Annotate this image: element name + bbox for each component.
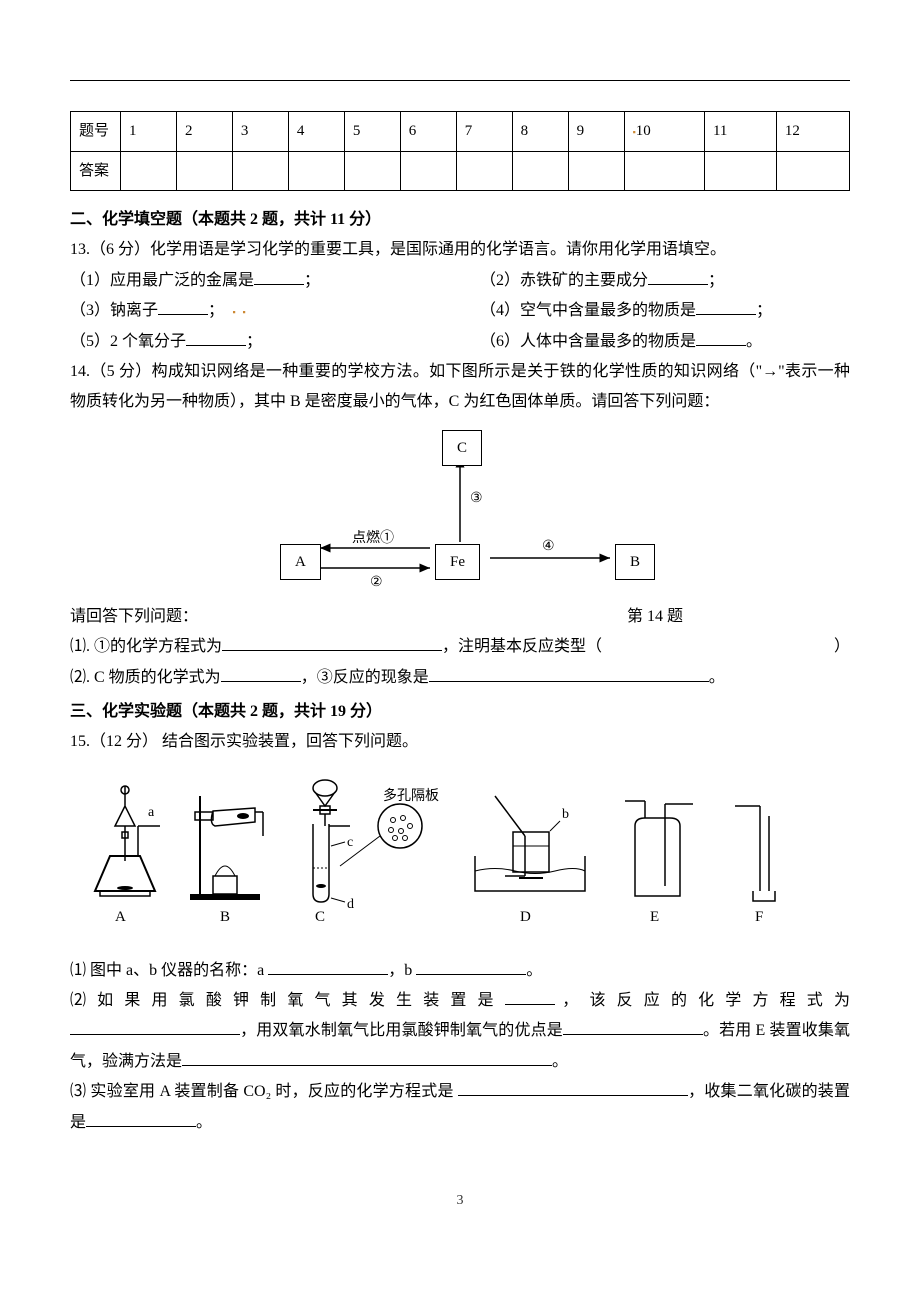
blank [254,269,304,285]
q13-row1: （1）应用最广泛的金属是； （2）赤铁矿的主要成分； [70,266,850,296]
blank [158,299,208,315]
row-label: 答案 [71,151,121,191]
blank [505,989,555,1005]
col-num: 9 [568,112,624,152]
diagram-label-4: ④ [542,534,555,561]
col-num: 8 [512,112,568,152]
q13-p2a: （2）赤铁矿的主要成分 [480,272,648,289]
q15-sub2-line2: ，用双氧水制氧气比用氯酸钾制氧气的优点是。若用 E 装置收集氧气，验满方法是。 [70,1016,850,1077]
diagram-label-1: 点燃① [352,526,394,553]
q14-sub2: ⑵. C 物质的化学式为，③反应的现象是。 [70,663,850,693]
q14-sub1: ⑴. ①的化学方程式为，注明基本反应类型（） [70,632,850,662]
svg-text:D: D [520,909,531,925]
svg-text:A: A [115,909,126,925]
blank [563,1019,703,1035]
col-num: 1 [121,112,177,152]
col-num: 12 [776,112,849,152]
col-num: ▪10 [624,112,704,152]
table-row: 答案 [71,151,850,191]
blank [458,1080,688,1096]
blank [186,330,246,346]
diagram-label-3: ③ [470,486,483,513]
apparatus-svg: a [70,776,830,946]
q13-p3a: （3）钠离子 [70,302,158,319]
answer-grid: 题号 1 2 3 4 5 6 7 8 9 ▪10 11 12 答案 [70,111,850,191]
diagram-box-a: A [280,544,321,581]
col-num: 3 [232,112,288,152]
svg-text:E: E [650,909,659,925]
col-num: 11 [704,112,776,152]
q15-stem: 15.（12 分） 结合图示实验装置，回答下列问题。 [70,727,850,757]
blank [222,635,442,651]
q15-sub1: ⑴ 图中 a、b 仪器的名称：a ，b 。 [70,956,850,986]
blank [696,330,746,346]
blank [182,1050,552,1066]
col-num: 7 [456,112,512,152]
septum-label: 多孔隔板 [383,787,439,804]
svg-text:F: F [755,909,763,925]
svg-text:c: c [347,835,353,850]
q14-caption: 第 14 题 [460,602,850,632]
diagram-box-c: C [442,430,482,467]
section2-heading: 二、化学填空题（本题共 2 题，共计 11 分） [70,205,850,235]
diagram-label-2: ② [370,570,383,597]
svg-text:B: B [220,909,230,925]
q15-sub2-line1: ⑵ 如 果 用 氯 酸 钾 制 氧 气 其 发 生 装 置 是 ， 该 反 应 … [70,986,850,1016]
q13-row3: （5）2 个氧分子； （6）人体中含量最多的物质是。 [70,327,850,357]
svg-text:b: b [562,807,569,822]
svg-text:C: C [315,909,325,925]
q14-after: 请回答下列问题： [70,602,460,632]
svg-text:d: d [347,897,354,912]
label-a: a [148,805,155,820]
q13-p1a: （1）应用最广泛的金属是 [70,272,254,289]
table-row: 题号 1 2 3 4 5 6 7 8 9 ▪10 11 12 [71,112,850,152]
page-number: 3 [70,1188,850,1215]
col-num: 4 [288,112,344,152]
q13-p6a: （6）人体中含量最多的物质是 [480,333,696,350]
blank [268,959,388,975]
header-rule [70,80,850,81]
blank [70,1019,240,1035]
blank [86,1111,196,1127]
row-label: 题号 [71,112,121,152]
blank [648,269,708,285]
diagram-box-fe: Fe [435,544,480,581]
q13-stem: 13.（6 分）化学用语是学习化学的重要工具，是国际通用的化学语言。请你用化学用… [70,235,850,265]
q13-row2: （3）钠离子； ▪ ▪ （4）空气中含量最多的物质是； [70,296,850,326]
diagram-box-b: B [615,544,655,581]
section3-heading: 三、化学实验题（本题共 2 题，共计 19 分） [70,697,850,727]
q14-diagram: A Fe B C 点燃① ② ③ ④ [220,422,700,602]
col-num: 6 [400,112,456,152]
apparatus-figure: a [70,776,850,946]
q15-sub3: ⑶ 实验室用 A 装置制备 CO₂ 时，反应的化学方程式是 ，收集二氧化碳的装置… [70,1077,850,1138]
col-num: 5 [344,112,400,152]
q13-p5a: （5）2 个氧分子 [70,333,186,350]
col-num: 2 [176,112,232,152]
blank [221,666,301,682]
blank [696,299,756,315]
blank [429,666,709,682]
q14-stem: 14.（5 分）构成知识网络是一种重要的学校方法。如下图所示是关于铁的化学性质的… [70,357,850,418]
q13-p4a: （4）空气中含量最多的物质是 [480,302,696,319]
blank [416,959,526,975]
